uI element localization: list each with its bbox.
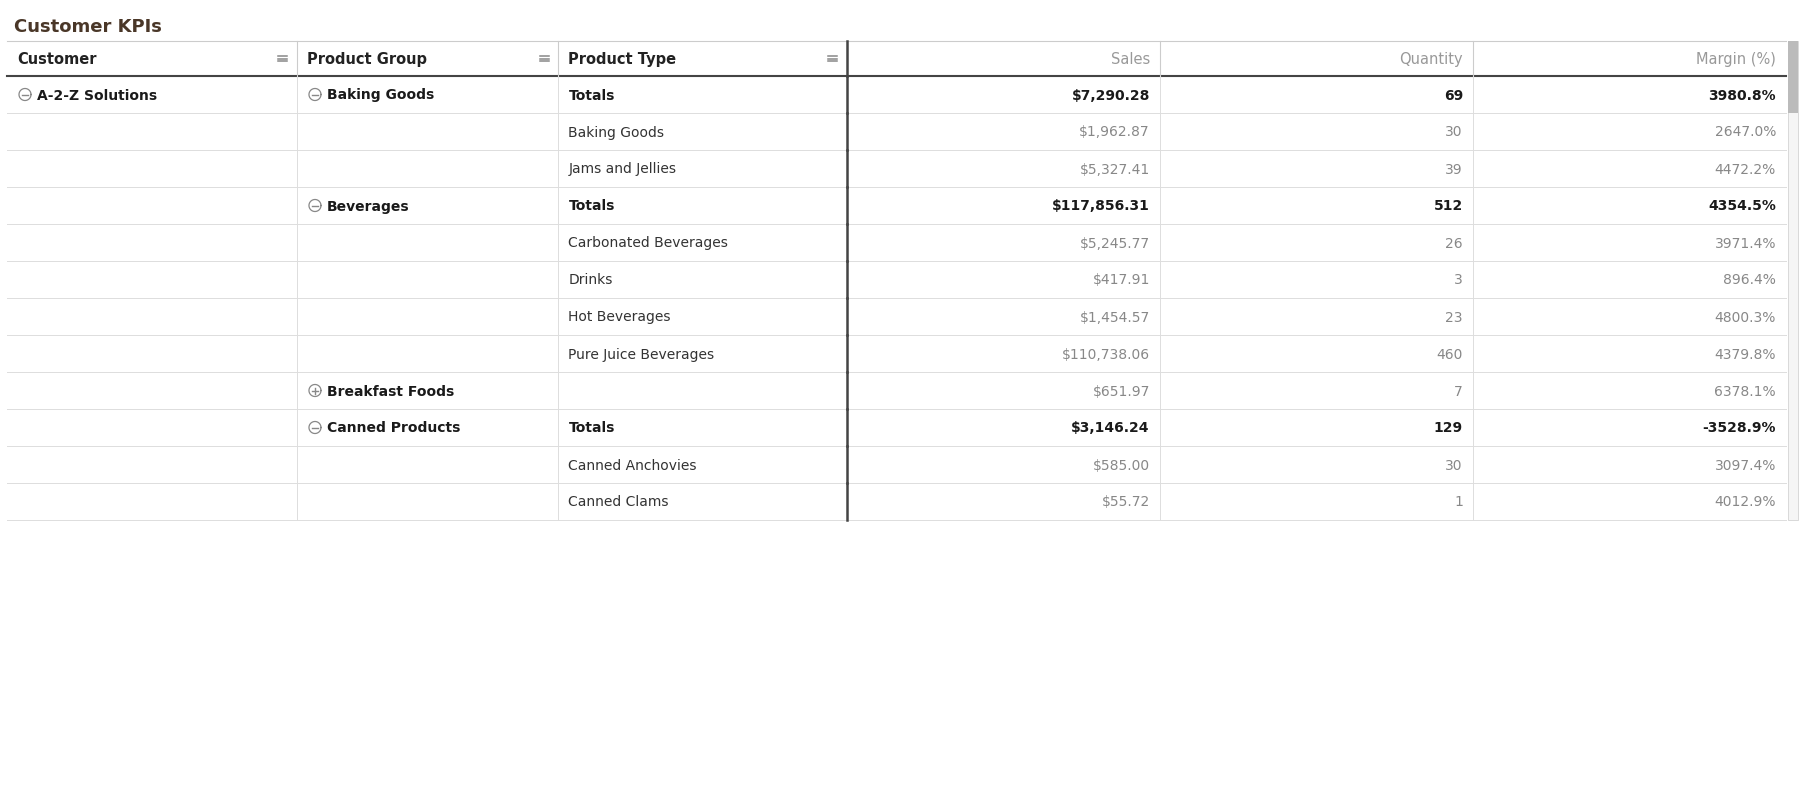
Text: 6378.1%: 6378.1% [1714, 384, 1775, 398]
Text: $417.91: $417.91 [1093, 273, 1149, 287]
Text: Drinks: Drinks [568, 273, 613, 287]
Text: Margin (%): Margin (%) [1696, 52, 1775, 67]
Text: Totals: Totals [568, 199, 615, 213]
Text: 26: 26 [1445, 237, 1463, 250]
Text: 39: 39 [1445, 162, 1463, 176]
Text: 512: 512 [1434, 199, 1463, 213]
Text: Canned Products: Canned Products [327, 421, 460, 435]
Text: $7,290.28: $7,290.28 [1072, 88, 1149, 103]
Text: A-2-Z Solutions: A-2-Z Solutions [38, 88, 157, 103]
Text: $5,245.77: $5,245.77 [1079, 237, 1149, 250]
Text: 7: 7 [1454, 384, 1463, 398]
Text: Baking Goods: Baking Goods [327, 88, 435, 103]
Text: $1,454.57: $1,454.57 [1079, 310, 1149, 324]
Text: 4472.2%: 4472.2% [1716, 162, 1775, 176]
Text: $5,327.41: $5,327.41 [1079, 162, 1149, 176]
Text: Baking Goods: Baking Goods [568, 125, 664, 140]
Text: $55.72: $55.72 [1102, 495, 1149, 508]
Text: Sales: Sales [1111, 52, 1149, 67]
Text: -3528.9%: -3528.9% [1703, 421, 1775, 435]
Text: Customer KPIs: Customer KPIs [14, 18, 162, 36]
Text: 1: 1 [1454, 495, 1463, 508]
Text: Canned Clams: Canned Clams [568, 495, 669, 508]
Text: 3: 3 [1454, 273, 1463, 287]
Text: $110,738.06: $110,738.06 [1063, 347, 1149, 361]
Text: 2647.0%: 2647.0% [1714, 125, 1775, 140]
Text: $1,962.87: $1,962.87 [1079, 125, 1149, 140]
Text: 30: 30 [1445, 125, 1463, 140]
Text: Beverages: Beverages [327, 199, 410, 213]
Text: Customer: Customer [16, 52, 96, 67]
Text: Jams and Jellies: Jams and Jellies [568, 162, 676, 176]
Text: 4012.9%: 4012.9% [1714, 495, 1775, 508]
Bar [1788, 42, 1799, 114]
Text: 129: 129 [1434, 421, 1463, 435]
Text: Totals: Totals [568, 88, 615, 103]
Text: $651.97: $651.97 [1093, 384, 1149, 398]
Text: Carbonated Beverages: Carbonated Beverages [568, 237, 729, 250]
Text: $117,856.31: $117,856.31 [1052, 199, 1149, 213]
Text: $3,146.24: $3,146.24 [1072, 421, 1149, 435]
Text: 4800.3%: 4800.3% [1714, 310, 1775, 324]
Text: 23: 23 [1445, 310, 1463, 324]
Bar [1788, 42, 1799, 520]
Text: 4379.8%: 4379.8% [1714, 347, 1775, 361]
Text: Breakfast Foods: Breakfast Foods [327, 384, 455, 398]
Text: Hot Beverages: Hot Beverages [568, 310, 671, 324]
Text: 4354.5%: 4354.5% [1708, 199, 1775, 213]
Text: 30: 30 [1445, 458, 1463, 472]
Text: 3980.8%: 3980.8% [1708, 88, 1775, 103]
Text: 896.4%: 896.4% [1723, 273, 1775, 287]
Text: Product Group: Product Group [307, 52, 428, 67]
Text: 460: 460 [1436, 347, 1463, 361]
Text: 3971.4%: 3971.4% [1714, 237, 1775, 250]
Text: $585.00: $585.00 [1093, 458, 1149, 472]
Text: Totals: Totals [568, 421, 615, 435]
Text: Pure Juice Beverages: Pure Juice Beverages [568, 347, 714, 361]
Text: 3097.4%: 3097.4% [1714, 458, 1775, 472]
Text: Quantity: Quantity [1400, 52, 1463, 67]
Text: Canned Anchovies: Canned Anchovies [568, 458, 696, 472]
Text: ▼: ▼ [1790, 508, 1797, 516]
Text: 69: 69 [1443, 88, 1463, 103]
Text: Product Type: Product Type [568, 52, 676, 67]
